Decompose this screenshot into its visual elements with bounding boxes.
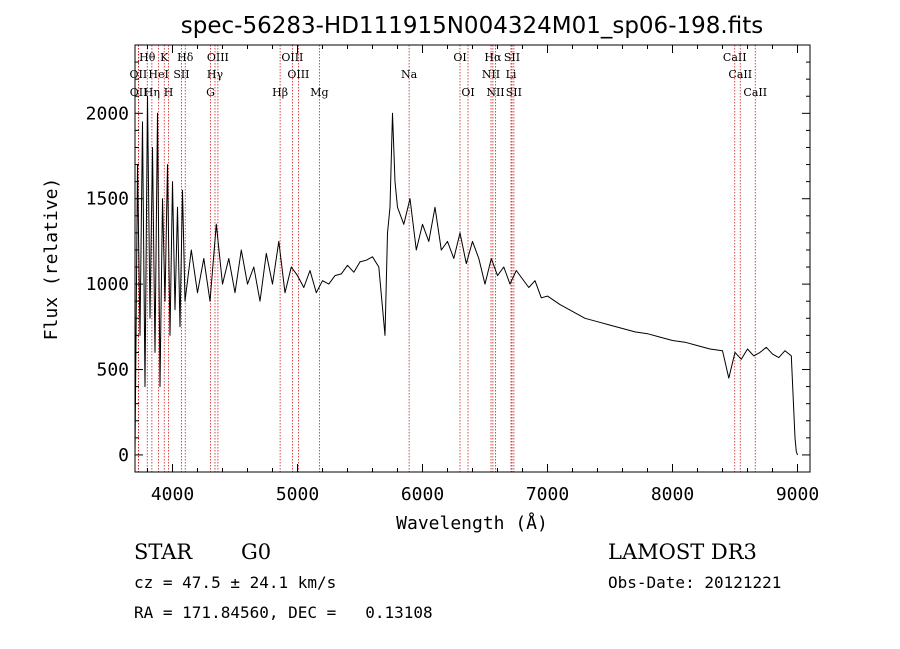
- y-tick-label: 500: [96, 360, 129, 381]
- chart-title: spec-56283-HD111915N004324M01_sp06-198.f…: [181, 13, 763, 39]
- line-label: Na: [401, 68, 418, 81]
- line-label: OI: [461, 86, 474, 99]
- redshift-line: cz = 47.5 ± 24.1 km/s: [134, 573, 337, 592]
- coordinates: RA = 171.84560, DEC = 0.13108: [134, 603, 433, 622]
- line-label: Hδ: [177, 51, 194, 64]
- y-tick-label: 0: [118, 445, 129, 466]
- x-tick-label: 6000: [401, 484, 444, 505]
- line-label: OIII: [281, 51, 303, 64]
- y-axis-label: Flux (relative): [41, 178, 62, 341]
- x-axis-label: Wavelength (Å): [396, 512, 548, 534]
- emission-line-markers: [137, 45, 756, 472]
- line-label: G: [206, 86, 215, 99]
- line-label: OII: [130, 86, 148, 99]
- line-label: OII: [130, 68, 148, 81]
- line-label: Hβ: [272, 86, 288, 99]
- line-label: Hα: [484, 51, 502, 64]
- line-label: H: [164, 86, 174, 99]
- line-label: CaII: [743, 86, 767, 99]
- line-label: OIII: [207, 51, 229, 64]
- obs-date: Obs-Date: 20121221: [608, 573, 782, 592]
- line-label: NII: [486, 86, 504, 99]
- y-tick-label: 2000: [86, 103, 129, 124]
- x-tick-label: 4000: [151, 484, 194, 505]
- line-label: K: [160, 51, 169, 64]
- subclass: G0: [241, 540, 272, 564]
- line-label: SII: [173, 68, 189, 81]
- survey-name: LAMOST DR3: [608, 540, 757, 564]
- x-tick-label: 8000: [651, 484, 694, 505]
- line-label: SII: [504, 51, 520, 64]
- x-tick-label: 9000: [776, 484, 819, 505]
- spectrum-line: [134, 95, 798, 456]
- line-label: Li: [506, 68, 517, 81]
- line-label: Mg: [310, 86, 328, 99]
- y-axis-ticks: 0 500 1000 1500 2000: [86, 61, 810, 466]
- plot-frame: [134, 44, 811, 473]
- line-label: Hθ: [139, 51, 156, 64]
- line-label: OI: [453, 51, 466, 64]
- x-tick-label: 5000: [276, 484, 319, 505]
- line-label: OIII: [287, 68, 309, 81]
- line-label: NII: [482, 68, 500, 81]
- x-axis-ticks: 4000 5000 6000 7000 8000 9000: [147, 45, 819, 505]
- line-label: HeI: [148, 68, 168, 81]
- object-class: STAR: [134, 540, 193, 564]
- line-label: CaII: [728, 68, 752, 81]
- line-label: Hγ: [207, 68, 224, 81]
- y-tick-label: 1000: [86, 274, 129, 295]
- x-tick-label: 7000: [526, 484, 569, 505]
- y-tick-label: 1500: [86, 189, 129, 210]
- line-label: CaII: [723, 51, 747, 64]
- line-label: Hη: [144, 86, 160, 99]
- line-label: SII: [506, 86, 522, 99]
